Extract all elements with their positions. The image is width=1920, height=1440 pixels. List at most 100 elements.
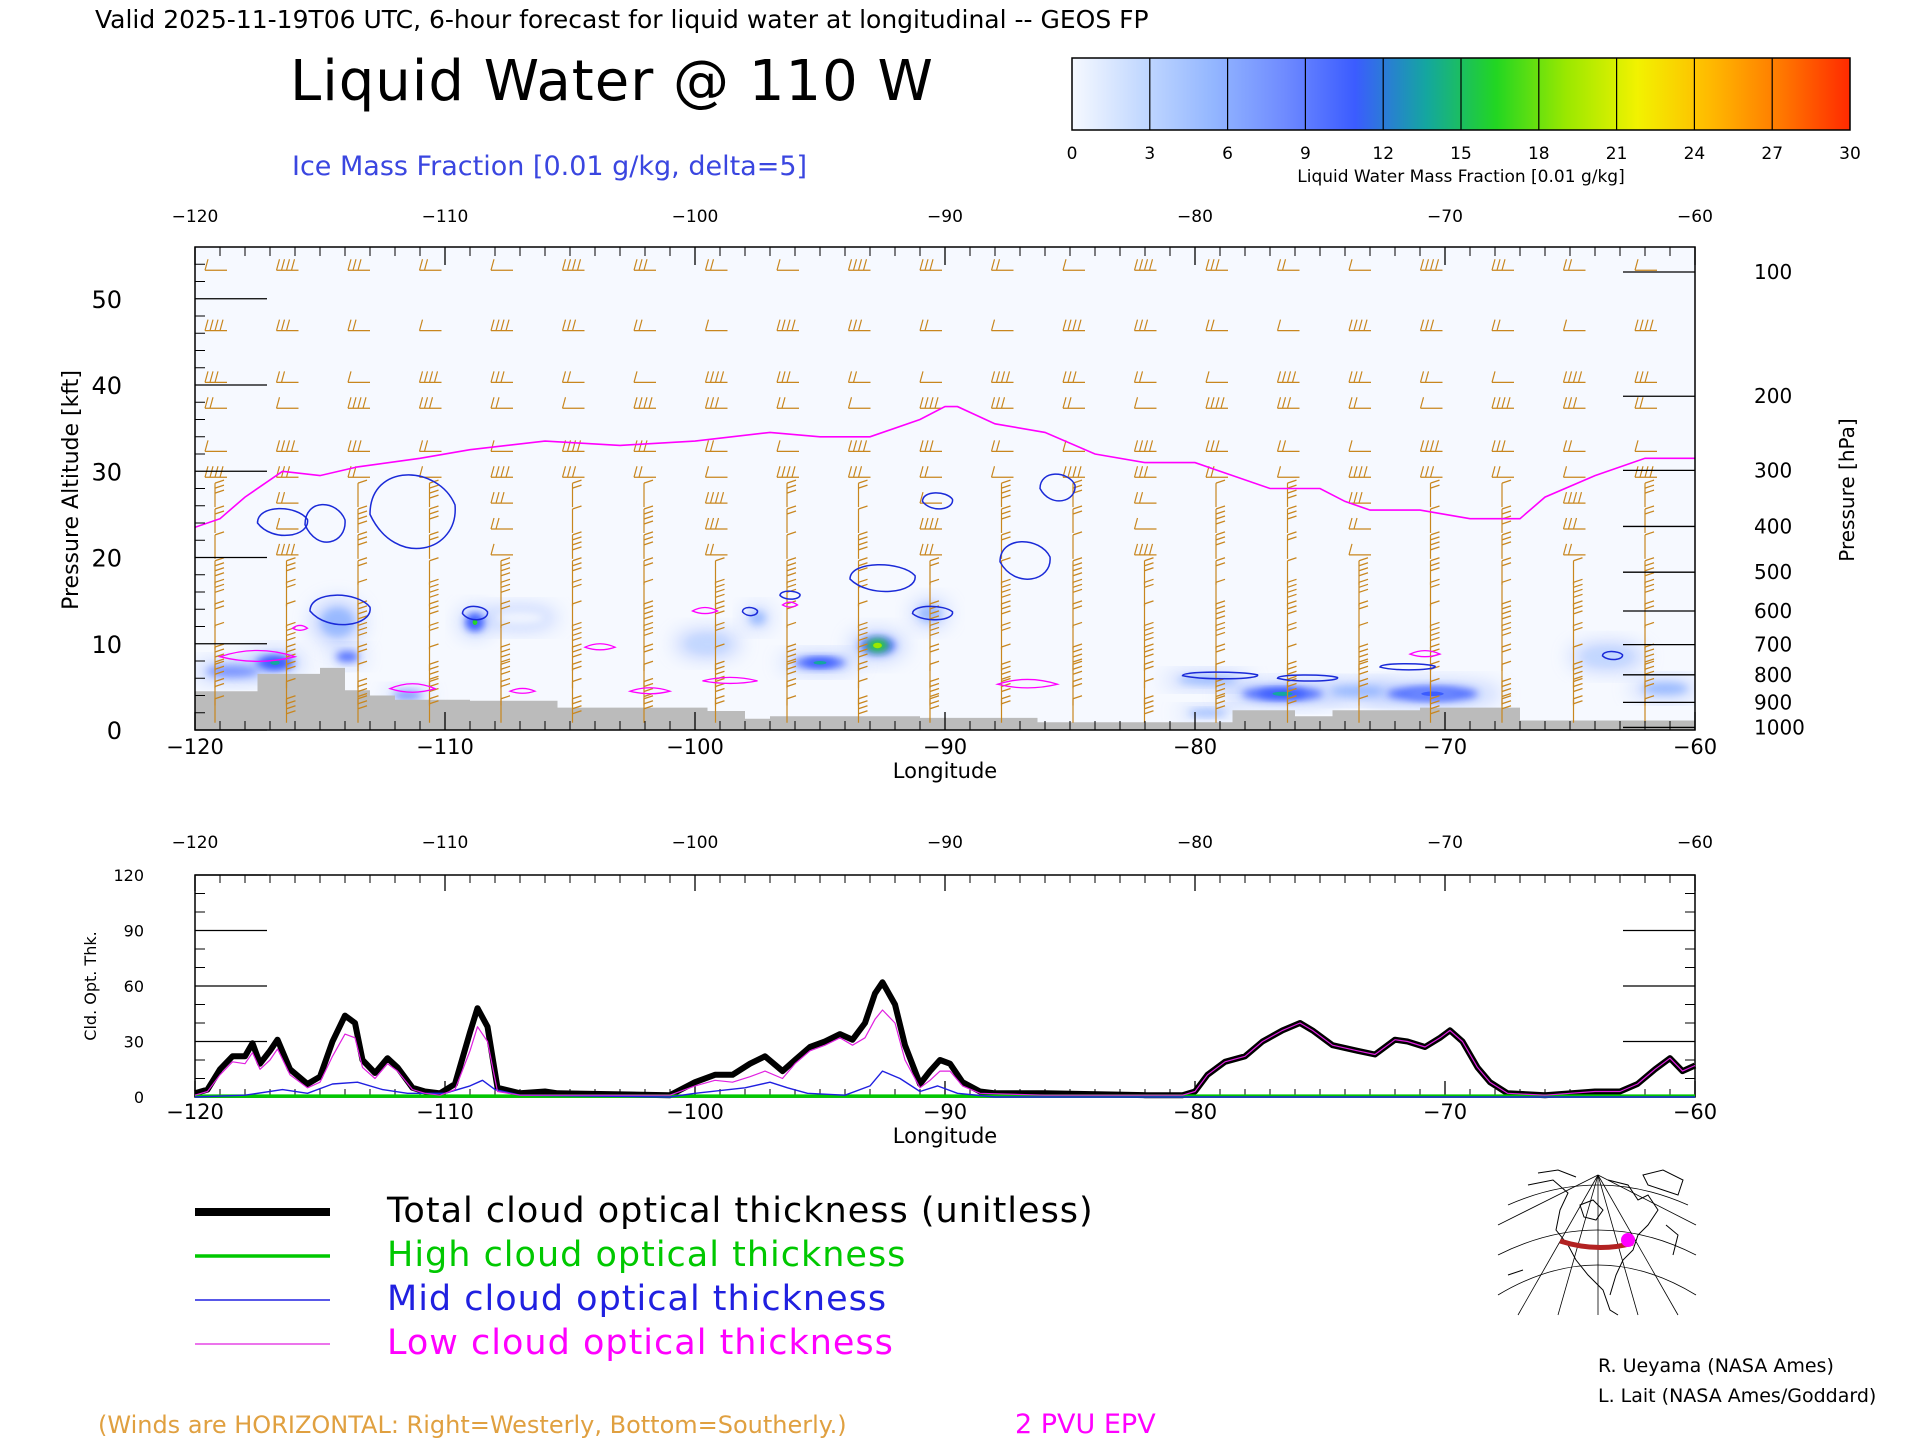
wind-barb xyxy=(643,505,654,533)
wind-barb xyxy=(1215,695,1226,723)
wind-barb xyxy=(500,578,511,607)
legend: Total cloud optical thickness (unitless)… xyxy=(195,1191,1093,1363)
wind-barb xyxy=(490,319,513,332)
wind-barb xyxy=(704,517,728,530)
wind-barb xyxy=(1501,695,1512,723)
wind-barb xyxy=(1501,479,1512,508)
wind-barb xyxy=(1133,397,1157,409)
ice-contour xyxy=(779,590,801,600)
wind-barb xyxy=(643,531,654,559)
colorbar-tick-label: 18 xyxy=(1528,144,1550,164)
wind-barb xyxy=(418,440,442,452)
wind-barb xyxy=(1491,466,1514,478)
wind-barb xyxy=(643,621,654,650)
wind-barb xyxy=(500,695,511,723)
wind-barb xyxy=(1072,557,1083,585)
wind-barb xyxy=(1572,695,1583,723)
wind-barb xyxy=(1000,695,1011,723)
x-tick-label-top: −70 xyxy=(1427,207,1463,227)
epv-contour xyxy=(291,624,309,631)
wind-barb xyxy=(1072,600,1083,628)
wind-barb xyxy=(357,578,368,607)
wind-barb xyxy=(204,319,227,332)
wind-barb xyxy=(1348,491,1371,504)
wind-barb xyxy=(1286,557,1297,585)
liquid-water-blob xyxy=(1583,648,1632,666)
wind-barb xyxy=(275,319,299,332)
wind-barb xyxy=(990,319,1014,332)
wind-barb xyxy=(1358,621,1369,650)
wind-barb xyxy=(1276,440,1300,452)
wind-barb xyxy=(214,531,225,559)
wind-barb xyxy=(714,600,725,628)
wind-barb xyxy=(275,491,299,504)
wind-barb xyxy=(1000,479,1011,508)
pressure-tick-label: 700 xyxy=(1754,633,1792,657)
wind-barb xyxy=(1286,479,1297,508)
wind-barb xyxy=(857,621,868,650)
wind-barb xyxy=(347,319,370,332)
epv-contour xyxy=(702,676,758,685)
wind-barb xyxy=(561,466,585,478)
liquid-water-blob xyxy=(321,608,354,637)
terrain xyxy=(195,667,1695,730)
wind-barb xyxy=(1358,643,1369,671)
wind-barb xyxy=(633,371,656,383)
x-tick-label-top: −110 xyxy=(422,207,469,227)
wind-barb xyxy=(857,557,868,585)
winds-note: (Winds are HORIZONTAL: Right=Westerly, B… xyxy=(98,1411,847,1439)
wind-barb xyxy=(1072,505,1083,533)
wind-barb xyxy=(357,505,368,533)
wind-barb xyxy=(919,440,942,452)
series-line xyxy=(194,1070,1695,1098)
wind-barb xyxy=(347,440,370,452)
wind-barb xyxy=(275,397,299,409)
y-tick-label: 20 xyxy=(91,545,122,573)
series-line xyxy=(194,1009,1696,1096)
colorbar-ticks: 0 3 6 9 12 15 18 21 24 27 30 xyxy=(1067,58,1861,164)
wind-barb xyxy=(714,621,725,650)
colorbar-tick-label: 24 xyxy=(1684,144,1706,164)
wind-barb xyxy=(1143,578,1154,607)
wind-barb xyxy=(1062,319,1085,332)
x-tick-label: −110 xyxy=(416,735,474,759)
wind-barb xyxy=(786,621,797,650)
wind-barb xyxy=(1286,531,1297,559)
wind-barb xyxy=(847,466,871,478)
wind-barb xyxy=(633,466,656,478)
ice-contour xyxy=(741,606,759,617)
wind-barb xyxy=(357,557,368,585)
wind-barb xyxy=(1276,397,1300,409)
liquid-water-peak xyxy=(472,619,478,625)
wind-barb xyxy=(1419,440,1443,452)
wind-barb xyxy=(847,259,871,271)
liquid-water-peak xyxy=(873,642,882,649)
cross-section-ylabel: Pressure Altitude [kft] xyxy=(59,370,84,610)
wind-barb xyxy=(1000,621,1011,650)
wind-barb xyxy=(919,543,942,556)
wind-barb xyxy=(1358,578,1369,607)
wind-barb xyxy=(1215,557,1226,585)
wind-barb xyxy=(571,479,582,508)
wind-barb xyxy=(1491,371,1514,383)
bottom-x-tick-label: −70 xyxy=(1423,1100,1467,1124)
wind-barb xyxy=(1562,517,1586,530)
x-tick-label: −60 xyxy=(1673,735,1717,759)
wind-barb xyxy=(214,695,225,723)
wind-barb xyxy=(428,479,439,508)
wind-barb xyxy=(1562,397,1586,409)
wind-barb xyxy=(1062,440,1085,452)
wind-barb xyxy=(1572,578,1583,607)
wind-barb xyxy=(704,491,728,504)
wind-barb xyxy=(1419,371,1443,383)
wind-barb xyxy=(1562,440,1586,452)
wind-barb xyxy=(214,578,225,607)
pressure-tick-label: 300 xyxy=(1754,458,1792,482)
bottom-x-tick-label: −120 xyxy=(166,1100,224,1124)
wind-barb xyxy=(428,600,439,628)
credit-lait: L. Lait (NASA Ames/Goddard) xyxy=(1598,1385,1876,1407)
wind-barb xyxy=(1562,466,1586,478)
wind-barb xyxy=(704,466,728,478)
wind-barb xyxy=(357,531,368,559)
wind-barb xyxy=(714,557,725,585)
